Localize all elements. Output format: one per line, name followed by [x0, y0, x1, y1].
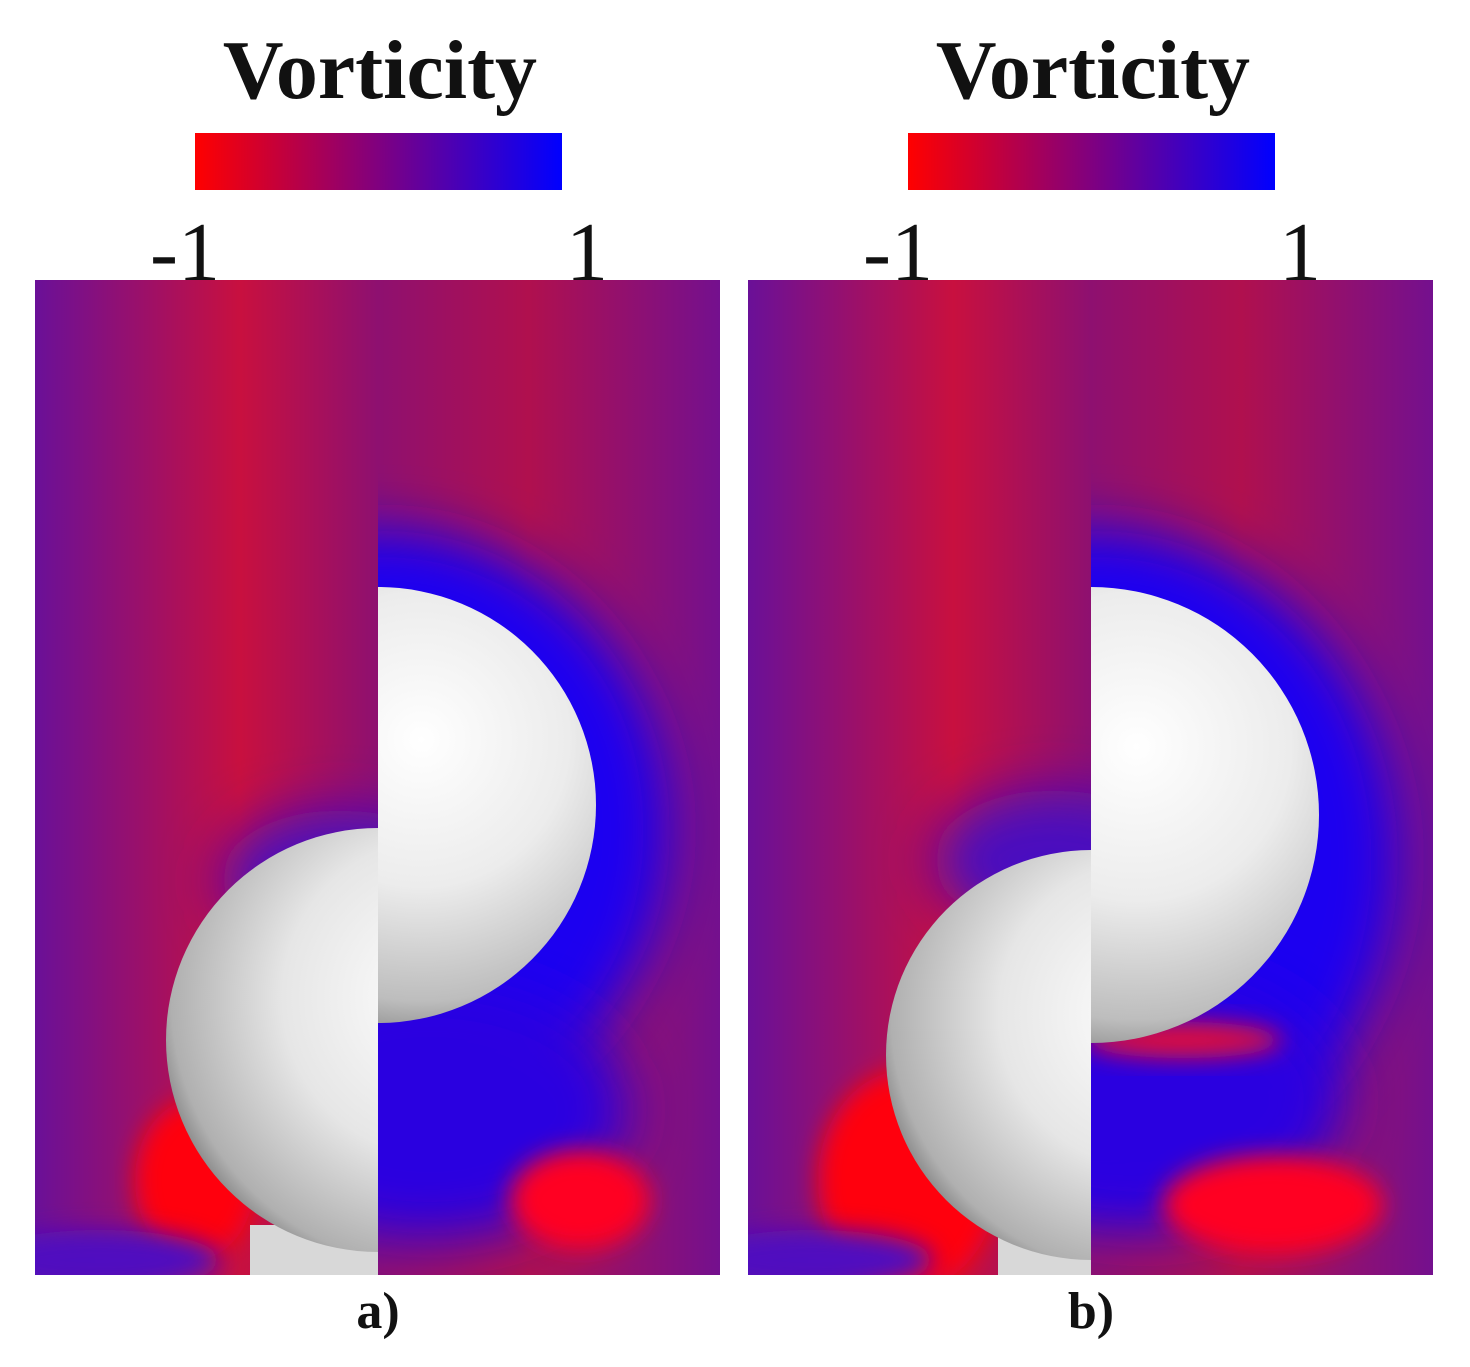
left-half — [748, 790, 1091, 1275]
vorticity-field — [35, 280, 720, 1275]
right-half — [378, 530, 670, 1250]
positive-vorticity — [35, 1230, 220, 1275]
negative-vorticity — [1163, 1155, 1383, 1255]
positive-vorticity — [748, 1230, 933, 1275]
colorbar — [195, 133, 562, 190]
lower-bubble — [166, 828, 378, 1252]
colorbar-title: Vorticity — [223, 24, 537, 117]
panel-caption: a) — [356, 1283, 399, 1340]
left-half — [35, 810, 378, 1275]
panel: Vorticity-1 1b) — [748, 24, 1433, 1340]
vorticity-field — [748, 280, 1433, 1275]
negative-vorticity — [510, 1150, 650, 1250]
colorbar — [908, 133, 1275, 190]
panel: Vorticity-1 1a) — [35, 24, 720, 1340]
right-half — [1091, 530, 1398, 1255]
colorbar-title: Vorticity — [936, 24, 1250, 117]
panel-caption: b) — [1068, 1283, 1114, 1340]
upper-bubble — [1091, 587, 1319, 1043]
lower-bubble — [886, 850, 1091, 1260]
upper-bubble — [378, 587, 596, 1023]
